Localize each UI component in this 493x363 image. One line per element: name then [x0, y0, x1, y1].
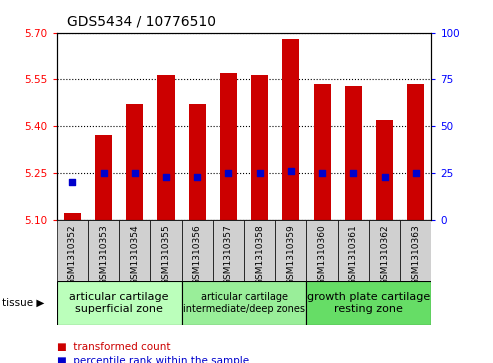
- Bar: [119, 220, 150, 281]
- Text: GSM1310354: GSM1310354: [130, 225, 139, 285]
- Point: [287, 168, 295, 174]
- Text: tissue ▶: tissue ▶: [2, 298, 45, 308]
- Bar: [376, 120, 393, 220]
- Text: GSM1310357: GSM1310357: [224, 225, 233, 285]
- Bar: [338, 220, 369, 281]
- Bar: [244, 220, 275, 281]
- Point: [193, 174, 201, 180]
- Text: articular cartilage
intermediate/deep zones: articular cartilage intermediate/deep zo…: [183, 292, 305, 314]
- Point: [412, 170, 420, 176]
- Bar: [126, 104, 143, 220]
- Text: GSM1310356: GSM1310356: [193, 225, 202, 285]
- Text: GSM1310353: GSM1310353: [99, 225, 108, 285]
- Text: GSM1310362: GSM1310362: [380, 225, 389, 285]
- Bar: [345, 86, 362, 220]
- Bar: [57, 220, 88, 281]
- Bar: [88, 220, 119, 281]
- Bar: [64, 213, 81, 220]
- Bar: [314, 84, 331, 220]
- Text: growth plate cartilage
resting zone: growth plate cartilage resting zone: [307, 292, 430, 314]
- Point: [100, 170, 107, 176]
- Text: ■  transformed count: ■ transformed count: [57, 342, 170, 352]
- Bar: [251, 75, 268, 220]
- Text: GSM1310361: GSM1310361: [349, 225, 358, 285]
- Point: [131, 170, 139, 176]
- Point: [256, 170, 264, 176]
- Bar: [220, 73, 237, 220]
- Point: [350, 170, 357, 176]
- Bar: [369, 220, 400, 281]
- Text: articular cartilage
superficial zone: articular cartilage superficial zone: [70, 292, 169, 314]
- Text: GSM1310363: GSM1310363: [411, 225, 420, 285]
- Bar: [407, 84, 424, 220]
- Text: GSM1310360: GSM1310360: [317, 225, 326, 285]
- Bar: [400, 220, 431, 281]
- Bar: [181, 220, 213, 281]
- Text: GSM1310358: GSM1310358: [255, 225, 264, 285]
- Bar: [282, 39, 299, 220]
- Point: [318, 170, 326, 176]
- Bar: [307, 281, 431, 325]
- Bar: [307, 220, 338, 281]
- Text: GSM1310352: GSM1310352: [68, 225, 77, 285]
- Point: [69, 179, 76, 185]
- Bar: [157, 75, 175, 220]
- Point: [224, 170, 232, 176]
- Point: [162, 174, 170, 180]
- Bar: [57, 281, 181, 325]
- Bar: [275, 220, 307, 281]
- Point: [381, 174, 388, 180]
- Bar: [150, 220, 181, 281]
- Text: GDS5434 / 10776510: GDS5434 / 10776510: [67, 15, 215, 29]
- Text: ■  percentile rank within the sample: ■ percentile rank within the sample: [57, 356, 249, 363]
- Text: GSM1310359: GSM1310359: [286, 225, 295, 285]
- Text: GSM1310355: GSM1310355: [162, 225, 171, 285]
- Bar: [181, 281, 307, 325]
- Bar: [95, 135, 112, 220]
- Bar: [213, 220, 244, 281]
- Bar: [189, 104, 206, 220]
